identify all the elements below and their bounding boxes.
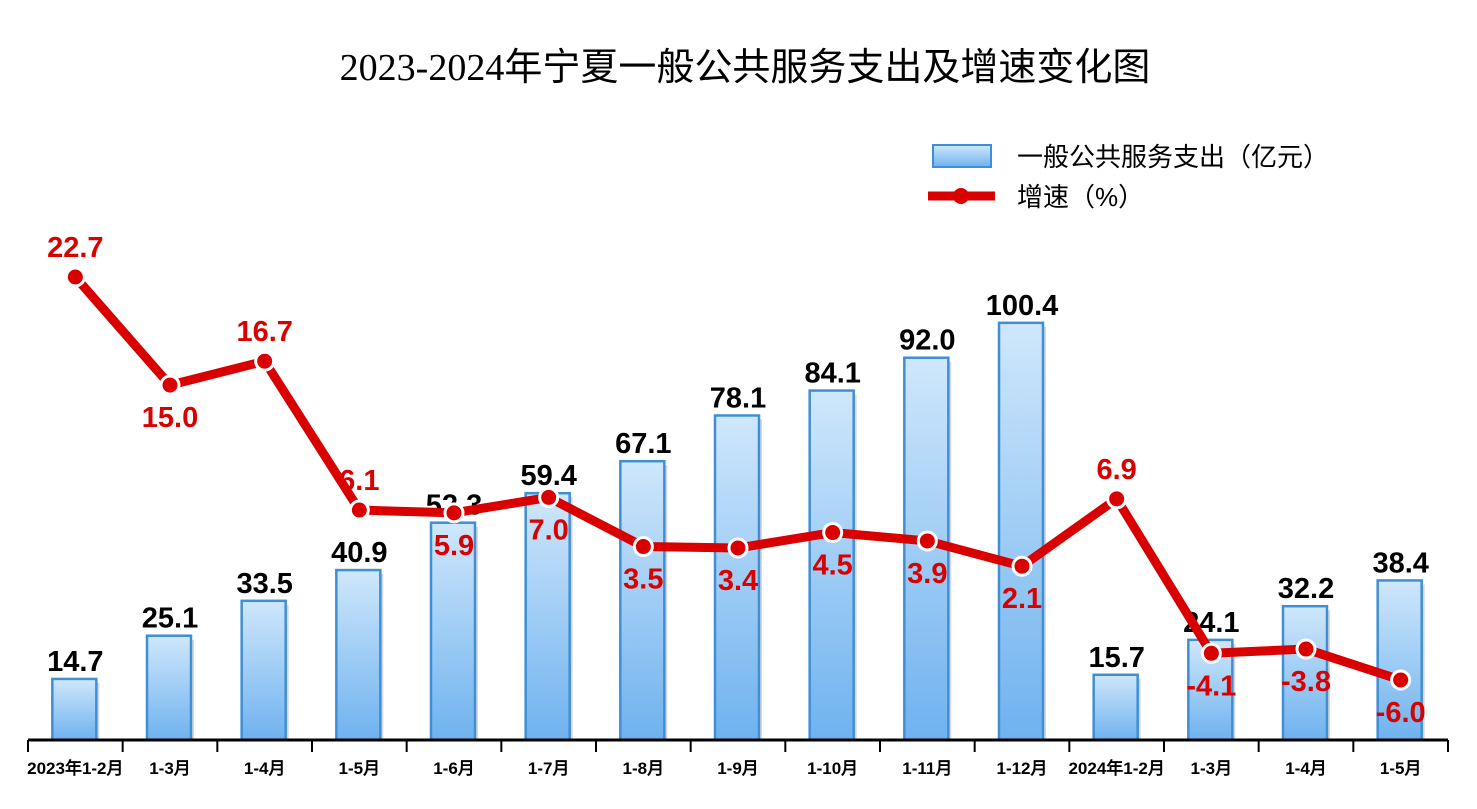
x-tick-label: 1-10月 (807, 759, 858, 778)
growth-point (254, 350, 276, 372)
bar-value-label: 59.4 (520, 460, 576, 492)
growth-value-label: 6.1 (339, 465, 379, 497)
bar (619, 459, 666, 742)
growth-point (348, 499, 370, 521)
x-tick-label: 1-7月 (528, 759, 570, 778)
growth-point (822, 522, 844, 544)
x-tick-label: 1-6月 (433, 759, 475, 778)
growth-value-label: 2.1 (1002, 583, 1042, 615)
growth-value-label: 3.9 (907, 558, 947, 590)
x-tick-label: 1-3月 (149, 759, 191, 778)
legend-line-label: 增速（%） (1017, 182, 1144, 212)
growth-point (1011, 555, 1033, 577)
growth-value-label: 6.9 (1097, 454, 1137, 486)
bar-value-label: 40.9 (331, 537, 387, 569)
bar-value-label: 84.1 (804, 358, 860, 390)
x-tick-label: 1-11月 (902, 759, 952, 778)
bar-value-label: 32.2 (1278, 573, 1334, 605)
growth-value-label: -6.0 (1376, 697, 1426, 729)
bar-value-label: 92.0 (899, 325, 955, 357)
bar (51, 677, 98, 742)
x-tick-label: 1-5月 (339, 759, 381, 778)
bar-value-label: 38.4 (1372, 547, 1428, 579)
chart-title: 2023-2024年宁夏一般公共服务支出及增速变化图 (340, 47, 1151, 89)
x-tick-label: 1-3月 (1191, 759, 1233, 778)
x-tick-label: 1-12月 (996, 759, 1047, 778)
bar-value-label: 67.1 (615, 428, 671, 460)
growth-value-label: 7.0 (529, 514, 569, 546)
bar (808, 389, 855, 742)
bar (1376, 579, 1423, 742)
growth-point (1106, 488, 1128, 510)
growth-point (727, 537, 749, 559)
growth-point (632, 536, 654, 558)
legend-bar-swatch (932, 144, 992, 168)
growth-value-label: -4.1 (1186, 670, 1236, 702)
bar (145, 634, 193, 742)
x-tick-label: 2023年1-2月 (27, 758, 123, 778)
bar (1092, 673, 1139, 742)
growth-point (1200, 642, 1222, 664)
bar-value-label: 33.5 (236, 568, 292, 600)
bar (997, 321, 1045, 742)
growth-value-label: 15.0 (142, 402, 198, 434)
legend: 一般公共服务支出（亿元） 增速（%） (928, 142, 1329, 212)
legend-bar-label: 一般公共服务支出（亿元） (1017, 142, 1329, 172)
x-tick-label: 1-8月 (623, 759, 665, 778)
growth-point (1295, 638, 1317, 660)
x-tick-label: 2024年1-2月 (1068, 758, 1164, 778)
x-tick-label: 1-4月 (244, 759, 286, 778)
x-tick-label: 1-9月 (717, 759, 759, 778)
growth-value-label: 3.5 (623, 564, 663, 596)
x-tick-label: 1-5月 (1380, 759, 1422, 778)
legend-line-marker (953, 188, 969, 204)
bar-value-label: 14.7 (47, 646, 103, 678)
bar-value-label: 15.7 (1088, 642, 1144, 674)
growth-point (64, 266, 86, 288)
x-tick-label: 1-4月 (1285, 759, 1327, 778)
bar-value-label: 100.4 (986, 290, 1059, 322)
growth-value-label: 16.7 (236, 316, 292, 348)
growth-point (443, 502, 465, 524)
growth-point (1390, 669, 1412, 691)
bar (1281, 604, 1329, 742)
growth-value-label: 5.9 (434, 530, 474, 562)
bar-value-label: 25.1 (142, 603, 198, 635)
growth-point (159, 374, 181, 396)
growth-value-label: 3.4 (718, 565, 758, 597)
bar (335, 568, 382, 742)
bar-value-label: 78.1 (710, 382, 766, 414)
bar (713, 414, 761, 742)
bar (240, 599, 287, 742)
growth-point (538, 486, 560, 508)
growth-value-label: 4.5 (813, 550, 853, 582)
growth-value-label: 22.7 (47, 232, 103, 264)
growth-point (916, 530, 938, 552)
growth-value-label: -3.8 (1281, 666, 1331, 698)
